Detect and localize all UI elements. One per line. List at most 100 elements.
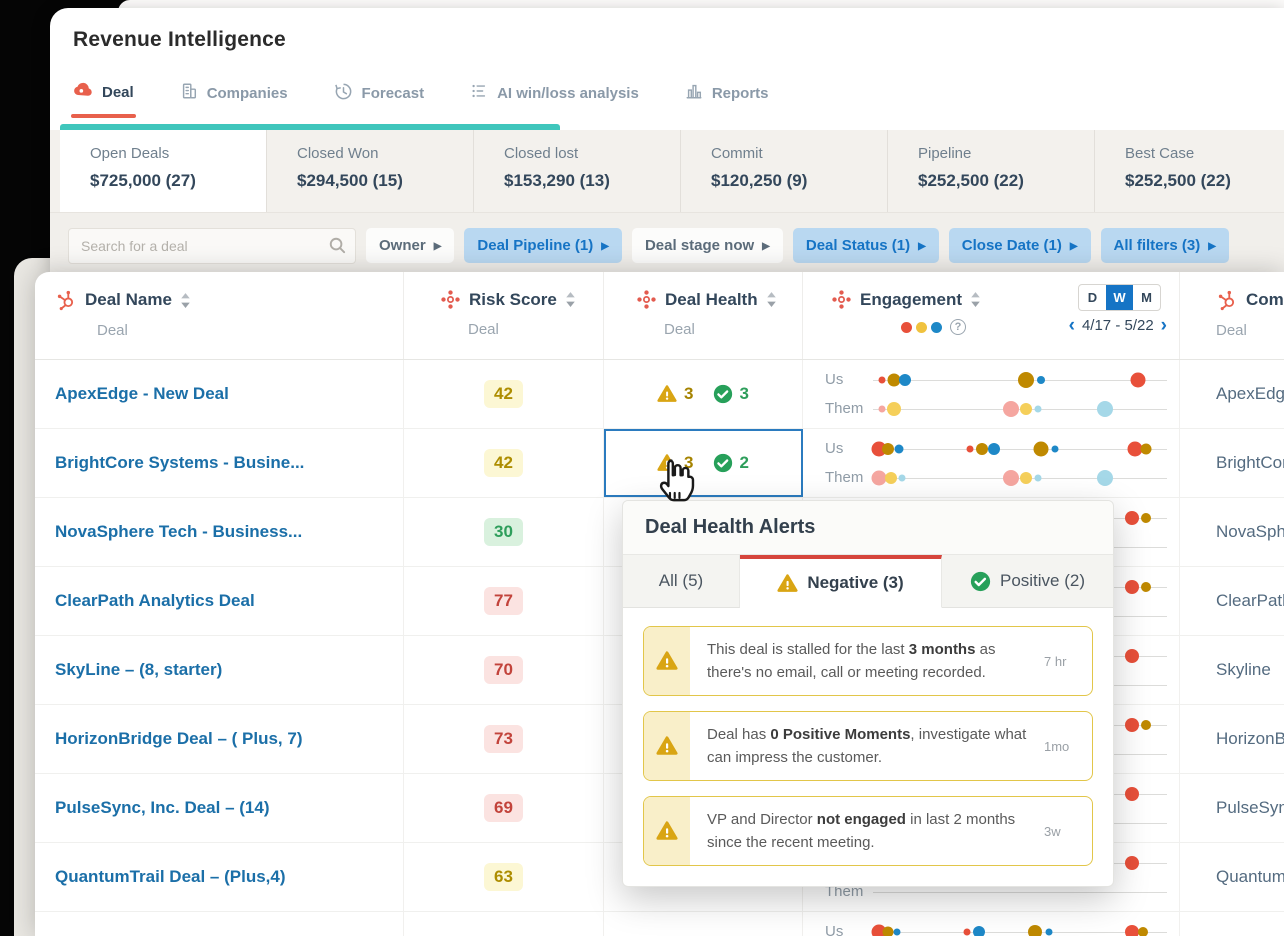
risk-score-cell: 77 [404, 567, 604, 635]
alert-text: This deal is stalled for the last 3 mont… [707, 640, 996, 681]
company-cell: Quantum [1180, 843, 1284, 911]
engagement-cell[interactable]: Us Them [803, 912, 1180, 936]
next-period-icon[interactable]: › [1160, 315, 1167, 336]
prev-period-icon[interactable]: ‹ [1068, 315, 1075, 336]
filter-chip-deal-stage-now[interactable]: Deal stage now ▶ [631, 228, 783, 263]
alert-card[interactable]: This deal is stalled for the last 3 mont… [643, 626, 1093, 696]
engagement-cell[interactable]: Us Them [803, 360, 1180, 428]
deal-health-cell[interactable]: 3 2 [604, 429, 803, 497]
deal-health-cell[interactable] [604, 912, 803, 936]
engagement-dot [894, 444, 904, 453]
sort-icon[interactable] [180, 292, 191, 309]
engagement-dot [899, 373, 912, 386]
risk-score-badge: 70 [484, 656, 523, 684]
warning-icon [656, 651, 678, 670]
summary-card[interactable]: Open Deals $725,000 (27) [60, 130, 267, 212]
summary-card-value: $294,500 (15) [297, 171, 403, 190]
us-timeline [871, 918, 1167, 936]
sort-icon[interactable] [970, 291, 981, 308]
summary-card-label: Pipeline [918, 145, 972, 162]
engagement-cell[interactable]: Us Them [803, 429, 1180, 497]
deal-name-link[interactable]: NovaSphere Tech - Business... [55, 522, 303, 541]
column-header-risk-score[interactable]: Risk Score Deal [404, 272, 604, 359]
column-header-deal-health[interactable]: Deal Health Deal [604, 272, 803, 359]
company-name: BrightCor [1216, 453, 1284, 472]
summary-card[interactable]: Best Case $252,500 (22) [1095, 130, 1284, 212]
deal-name-link[interactable]: HorizonBridge Deal – ( Plus, 7) [55, 729, 303, 748]
warning-icon [656, 736, 678, 755]
sort-icon[interactable] [766, 291, 777, 308]
selected-card-indicator [60, 124, 560, 130]
engagement-dot [1124, 579, 1139, 594]
risk-score-cell [404, 912, 604, 936]
search-input[interactable] [68, 227, 356, 264]
us-timeline [873, 366, 1167, 393]
deal-health-cell[interactable]: 3 3 [604, 360, 803, 428]
deal-name-link[interactable]: ClearPath Analytics Deal [55, 591, 255, 610]
warning-icon [657, 454, 677, 471]
popup-tab-all-5-[interactable]: All (5) [623, 555, 740, 608]
warning-icon [656, 821, 678, 840]
hubspot-sprocket-icon [1218, 290, 1235, 311]
alert-card[interactable]: Deal has 0 Positive Moments, investigate… [643, 711, 1093, 781]
sort-icon[interactable] [565, 291, 576, 308]
deal-name-link[interactable]: PulseSync, Inc. Deal – (14) [55, 798, 270, 817]
popup-tab-negative-3-[interactable]: Negative (3) [740, 555, 942, 608]
popup-alerts: This deal is stalled for the last 3 mont… [623, 608, 1113, 886]
period-toggle-m[interactable]: M [1141, 290, 1152, 305]
chevron-right-icon: ▶ [1208, 240, 1216, 252]
deal-name-link[interactable]: ApexEdge - New Deal [55, 384, 229, 403]
alert-time: 3w [1044, 823, 1061, 839]
filter-chip-deal-status-1-[interactable]: Deal Status (1) ▶ [792, 228, 939, 263]
deal-name-link[interactable]: SkyLine – (8, starter) [55, 660, 223, 679]
tab-ai-win-loss-analysis[interactable]: AI win/loss analysis [470, 82, 639, 120]
tab-deal[interactable]: Deal [71, 82, 136, 118]
period-toggle-d[interactable]: D [1087, 290, 1098, 305]
engagement-dot [1141, 719, 1152, 730]
column-source: Deal [664, 321, 695, 338]
help-icon[interactable]: ? [950, 319, 966, 335]
engagement-dot [1027, 924, 1042, 936]
risk-score-badge: 69 [484, 794, 523, 822]
tab-forecast[interactable]: Forecast [334, 82, 424, 121]
us-label: Us [825, 371, 844, 388]
summary-card[interactable]: Pipeline $252,500 (22) [888, 130, 1095, 212]
filter-chip-deal-pipeline-1-[interactable]: Deal Pipeline (1) ▶ [464, 228, 622, 263]
summary-card-label: Closed lost [504, 145, 579, 162]
summary-card[interactable]: Commit $120,250 (9) [681, 130, 888, 212]
alert-card[interactable]: VP and Director not engaged in last 2 mo… [643, 796, 1093, 866]
engagement-dot [963, 928, 971, 935]
header-card: Revenue Intelligence Deal Companies Foreca… [50, 8, 1284, 278]
summary-card-value: $252,500 (22) [1125, 171, 1231, 190]
us-timeline [871, 435, 1167, 462]
engagement-dot [1033, 441, 1049, 456]
period-toggle-w[interactable]: W [1106, 285, 1133, 310]
engagement-dot [1036, 375, 1045, 384]
us-label: Us [825, 440, 844, 457]
deal-name-link[interactable]: QuantumTrail Deal – (Plus,4) [55, 867, 286, 886]
summary-card-label: Closed Won [297, 145, 379, 162]
chevron-right-icon: ▶ [601, 240, 609, 252]
risk-score-badge: 30 [484, 518, 523, 546]
filter-chip-all-filters-3-[interactable]: All filters (3) ▶ [1100, 228, 1229, 263]
chevron-right-icon: ▶ [762, 240, 770, 252]
table-header: Deal Name Deal Risk Score [35, 272, 1284, 360]
column-header-deal-name[interactable]: Deal Name Deal [35, 272, 404, 359]
deal-name-link[interactable]: BrightCore Systems - Busine... [55, 453, 305, 472]
column-header-company[interactable]: Comp Deal [1180, 272, 1284, 359]
tab-companies[interactable]: Companies [180, 82, 288, 120]
deal-name-cell: HorizonBridge Deal – ( Plus, 7) [35, 705, 404, 773]
engagement-dot [1138, 926, 1149, 936]
company-name: Quantum [1216, 867, 1284, 886]
engagement-dot [1124, 648, 1139, 663]
deal-name-cell: ClearPath Analytics Deal [35, 567, 404, 635]
us-label: Us [825, 923, 844, 936]
filter-chip-owner[interactable]: Owner ▶ [366, 228, 455, 263]
summary-card[interactable]: Closed Won $294,500 (15) [267, 130, 474, 212]
filter-chip-close-date-1-[interactable]: Close Date (1) ▶ [948, 228, 1091, 263]
summary-card[interactable]: Closed lost $153,290 (13) [474, 130, 681, 212]
popup-tab-positive-2-[interactable]: Positive (2) [942, 555, 1113, 608]
tab-reports[interactable]: Reports [685, 82, 769, 120]
company-cell: HorizonB [1180, 705, 1284, 773]
